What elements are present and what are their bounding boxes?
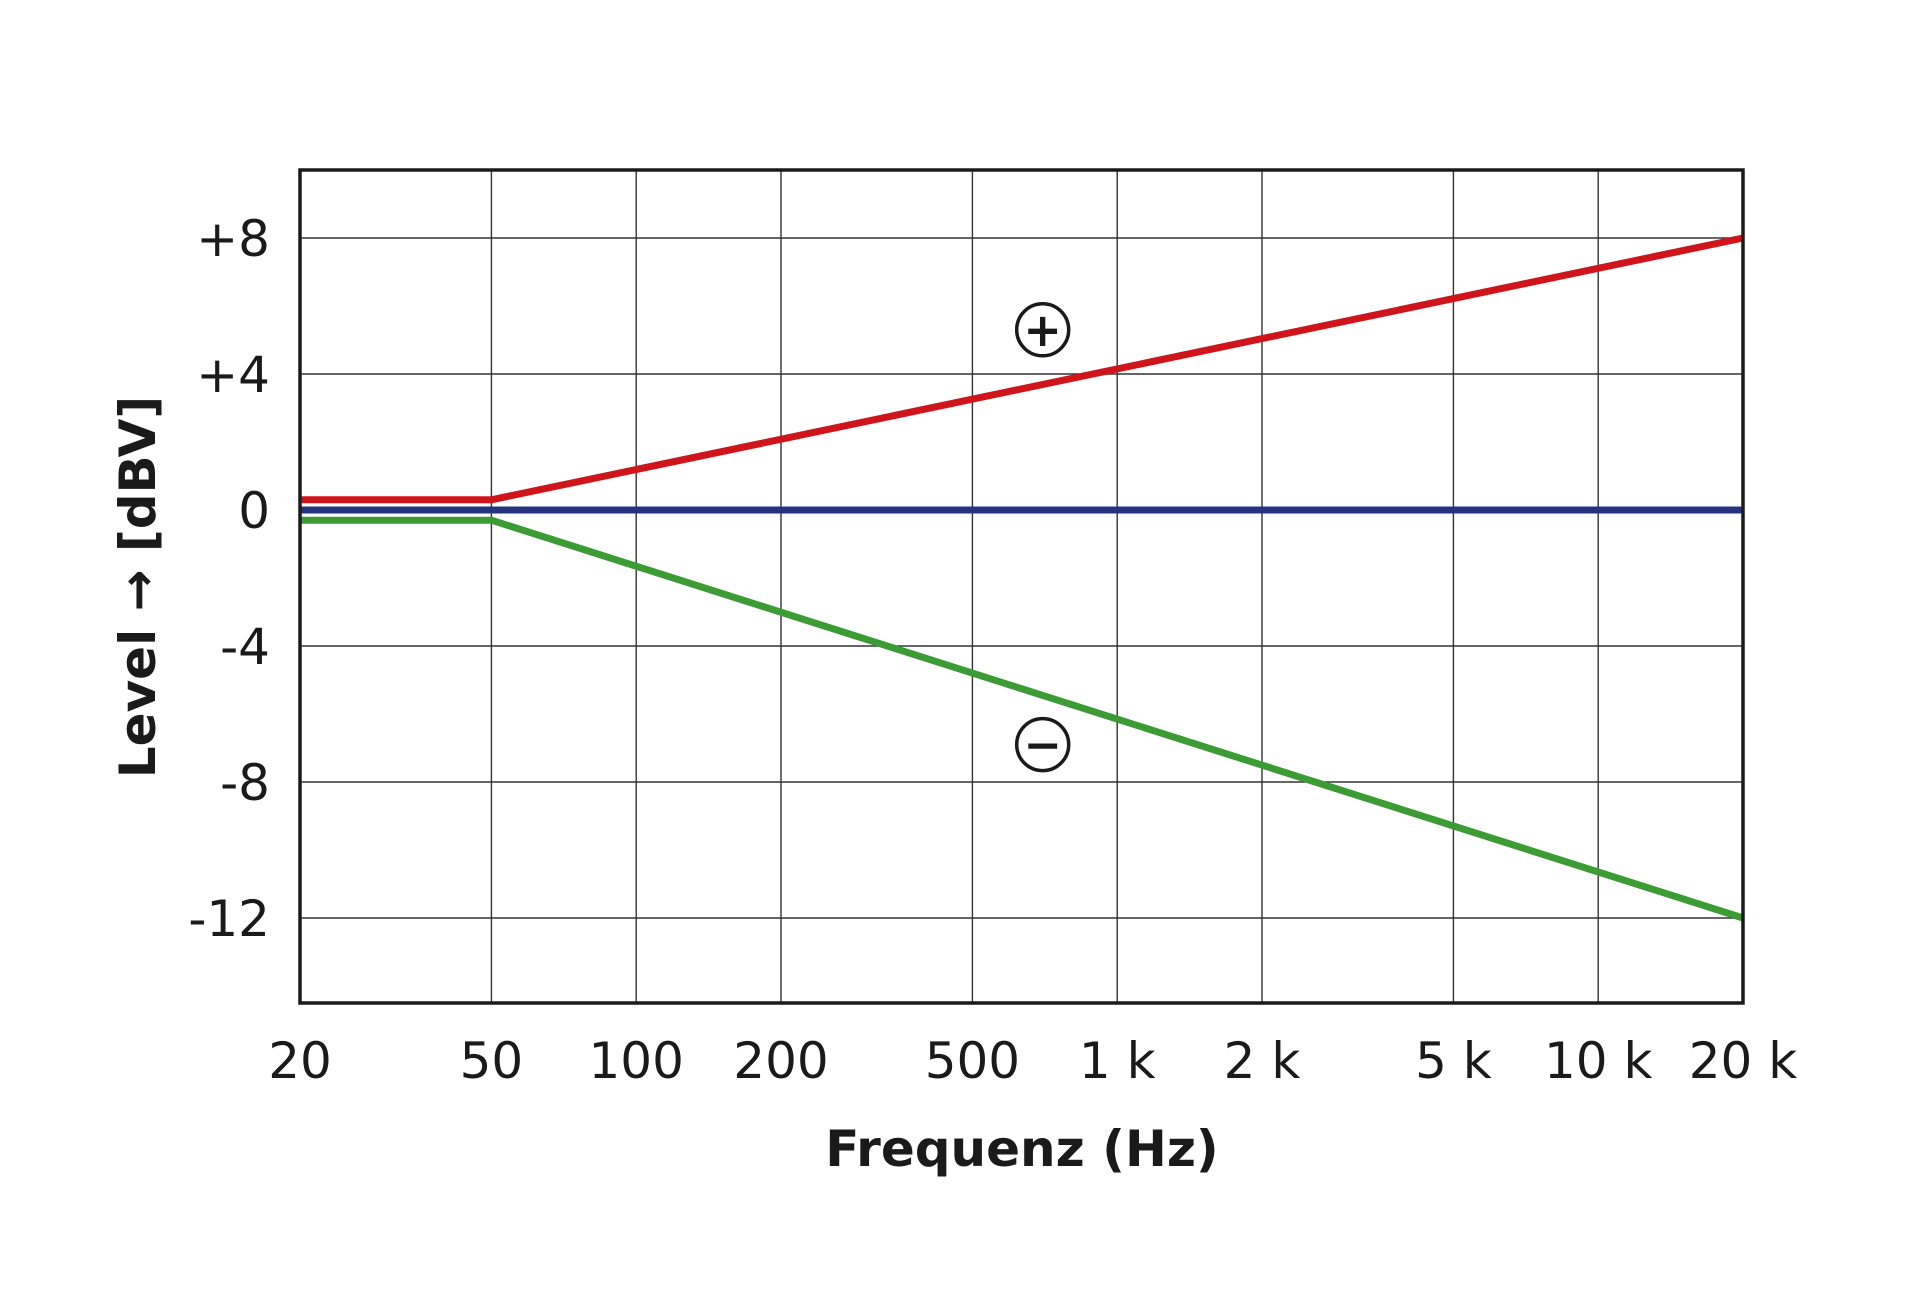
x-tick-label: 20 [268, 1032, 332, 1090]
x-tick-label: 200 [733, 1032, 828, 1090]
y-tick-label: +4 [196, 346, 270, 404]
y-tick-label: 0 [238, 482, 270, 540]
series-lines [300, 234, 1745, 922]
annotation-sign: + [1023, 303, 1062, 357]
x-tick-label: 20 k [1689, 1032, 1798, 1090]
x-tick-label: 1 k [1079, 1032, 1156, 1090]
y-tick-label: -12 [188, 890, 270, 948]
annotation-circle [1014, 302, 1071, 358]
annotation-sign: − [1023, 718, 1062, 772]
x-tick-labels: 20 50 100 200 500 1 k 2 k 5 k 10 k 20 k [268, 1032, 1797, 1090]
y-tick-label: -4 [220, 618, 270, 676]
grid-lines [299, 170, 1744, 1003]
x-tick-label: 2 k [1224, 1032, 1301, 1090]
series-line-0 [300, 234, 1744, 504]
plot-frame [298, 168, 1745, 1005]
x-tick-label: 50 [460, 1032, 524, 1090]
annotation-marker-1: − [1014, 716, 1071, 773]
y-axis-title: Level → [dBV] [109, 396, 167, 778]
x-tick-label: 5 k [1415, 1032, 1492, 1090]
y-tick-label: +8 [196, 210, 270, 268]
y-tick-label: -8 [220, 754, 270, 812]
x-axis-title: Frequenz (Hz) [825, 1120, 1219, 1178]
y-tick-labels: +8 +4 0 -4 -8 -12 [188, 210, 270, 948]
annotation-circle [1014, 716, 1071, 773]
series-line-2 [300, 516, 1745, 922]
x-tick-label: 500 [925, 1032, 1020, 1090]
annotation-marker-0: + [1014, 302, 1071, 358]
x-tick-label: 100 [588, 1032, 683, 1090]
x-tick-label: 10 k [1544, 1032, 1653, 1090]
annotations: +− [1014, 302, 1071, 773]
